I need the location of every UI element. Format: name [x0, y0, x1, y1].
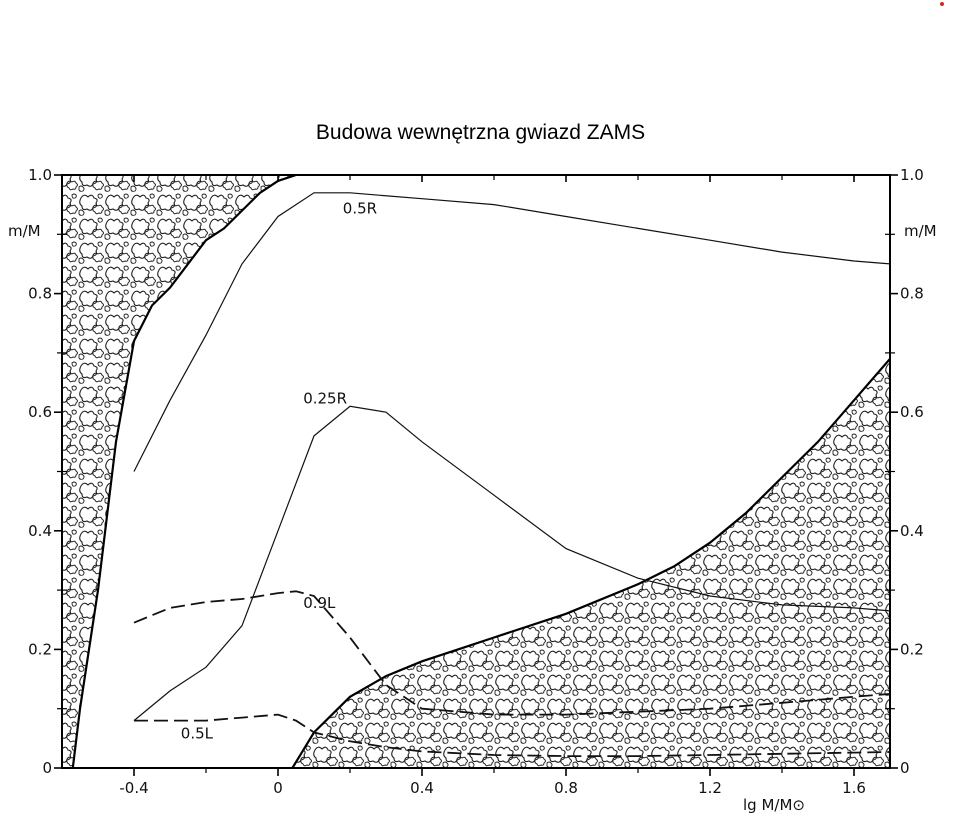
series-label-0.9L: 0.9L [303, 594, 336, 612]
y-tick-label-left: 0.2 [28, 640, 52, 658]
y-tick-label-right: 0.8 [900, 285, 924, 303]
region-boundary-outer-convective-envelope [71, 173, 297, 769]
series-label-0.25R: 0.25R [303, 389, 347, 407]
series-label-0.5R: 0.5R [343, 200, 377, 218]
region-convective-core [292, 358, 890, 768]
y-tick-label-left: 0.6 [28, 403, 52, 421]
y-tick-label-left: 0.8 [28, 285, 52, 303]
y-tick-label-right: 0.6 [900, 403, 924, 421]
y-tick-label-left: 1.0 [28, 166, 52, 184]
y-tick-label-right: 0 [900, 759, 910, 777]
y-axis-label-left: m/M [8, 222, 41, 240]
region-outer-convective-envelope [62, 175, 296, 768]
plot-frame [54, 174, 898, 776]
red-dot-mark [940, 2, 944, 6]
x-tick-label: 0.8 [554, 779, 578, 797]
series-lines [133, 192, 891, 757]
series-line-0.25R [133, 405, 891, 722]
x-tick-label: 0.4 [410, 779, 434, 797]
series-line-0.5L [134, 713, 891, 757]
convective-regions [62, 173, 891, 769]
tick-labels: -0.4 0 0.4 0.8 1.2 1.6 0 0 0.2 0.2 0.4 0.4 0.6 0.6 0.8… [28, 166, 924, 797]
series-line-0.5R [133, 192, 891, 472]
y-tick-label-left: 0 [42, 759, 52, 777]
x-tick-label: 1.6 [842, 779, 866, 797]
series-label-0.5L: 0.5L [181, 724, 214, 742]
y-tick-label-right: 1.0 [900, 166, 924, 184]
x-tick-label: 1.2 [698, 779, 722, 797]
x-tick-label: -0.4 [119, 779, 148, 797]
y-axis-label-right: m/M [904, 222, 937, 240]
x-axis-label: lg M/M⊙ [743, 796, 805, 814]
y-tick-label-left: 0.4 [28, 522, 52, 540]
y-tick-label-right: 0.4 [900, 522, 924, 540]
x-tick-label: 0 [273, 779, 283, 797]
region-boundary-convective-core [291, 358, 891, 769]
y-tick-label-right: 0.2 [900, 640, 924, 658]
chart-title: Budowa wewnętrzna gwiazd ZAMS [315, 121, 646, 144]
